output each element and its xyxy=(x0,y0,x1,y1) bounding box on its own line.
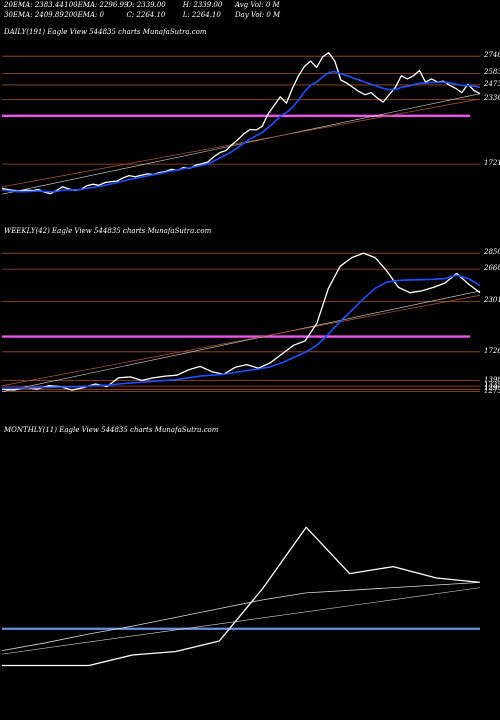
daily-panel-title: DAILY(191) Eagle View 544835 charts Muna… xyxy=(4,28,207,36)
price-line xyxy=(2,526,481,667)
ema20-label: 20EMA: 2383.44 xyxy=(4,1,64,9)
price-level-label: 1398 xyxy=(484,375,500,384)
price-level-label: 1273 xyxy=(484,386,500,395)
price-line xyxy=(1,252,481,391)
price-level-label: 2583 xyxy=(484,68,500,77)
price-level-label: 2746 xyxy=(484,51,500,60)
price-level-label: 2473 xyxy=(484,79,500,88)
price-level-label: 2336 xyxy=(484,94,500,103)
dayvol-label: Day Vol: 0 M xyxy=(234,11,281,19)
trend-line-white xyxy=(1,587,481,655)
ema-line xyxy=(1,70,481,193)
ema100-label: 100EMA: 2296.99 xyxy=(64,1,129,9)
price-level-label: 2850 xyxy=(484,248,500,257)
weekly-panel-title: WEEKLY(42) Eagle View 544835 charts Muna… xyxy=(4,227,212,235)
trend-line-white xyxy=(1,290,481,393)
header-row-2: 30EMA: 2409.89 200EMA: 0 C: 2264.10 L: 2… xyxy=(4,11,280,20)
price-level-label: 2668 xyxy=(484,264,500,273)
ema30-label: 30EMA: 2409.89 xyxy=(4,11,64,19)
close-label: C: 2264.10 xyxy=(126,11,166,19)
ema200-label: 200EMA: 0 xyxy=(64,11,104,19)
header-row-1: 20EMA: 2383.44 100EMA: 2296.99 O: 2339.0… xyxy=(4,1,280,10)
open-label: O: 2339.00 xyxy=(126,1,166,9)
low-label: L: 2264.10 xyxy=(182,11,221,19)
high-label: H: 2339.00 xyxy=(182,1,223,9)
price-level-label: 1726 xyxy=(484,346,500,355)
ema-line xyxy=(1,274,481,390)
monthly-panel-title: MONTHLY(11) Eagle View 544835 charts Mun… xyxy=(4,426,219,434)
trend-line-orange xyxy=(1,294,481,387)
ema-line xyxy=(1,582,481,651)
avgvol-label: Avg Vol: 0 M xyxy=(234,1,280,9)
trend-line-orange xyxy=(1,98,481,188)
price-level-label: 1299 xyxy=(484,384,500,393)
trend-line-white xyxy=(1,93,481,195)
price-level-label: 1335 xyxy=(484,381,500,390)
